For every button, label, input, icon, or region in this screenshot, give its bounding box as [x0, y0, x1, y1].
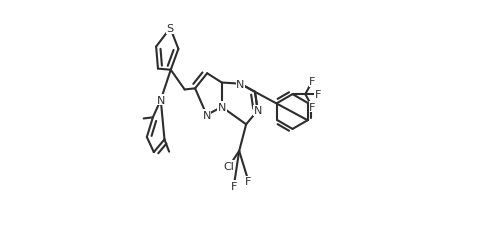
Text: Cl: Cl: [224, 161, 235, 171]
Text: N: N: [202, 110, 211, 121]
Text: F: F: [231, 181, 237, 191]
Text: S: S: [167, 24, 174, 34]
Text: N: N: [156, 95, 165, 106]
Text: F: F: [245, 176, 252, 186]
Text: F: F: [315, 90, 321, 100]
Text: N: N: [254, 106, 262, 116]
Text: N: N: [236, 79, 244, 89]
Text: F: F: [309, 102, 315, 112]
Text: N: N: [218, 102, 226, 112]
Text: F: F: [309, 77, 315, 87]
